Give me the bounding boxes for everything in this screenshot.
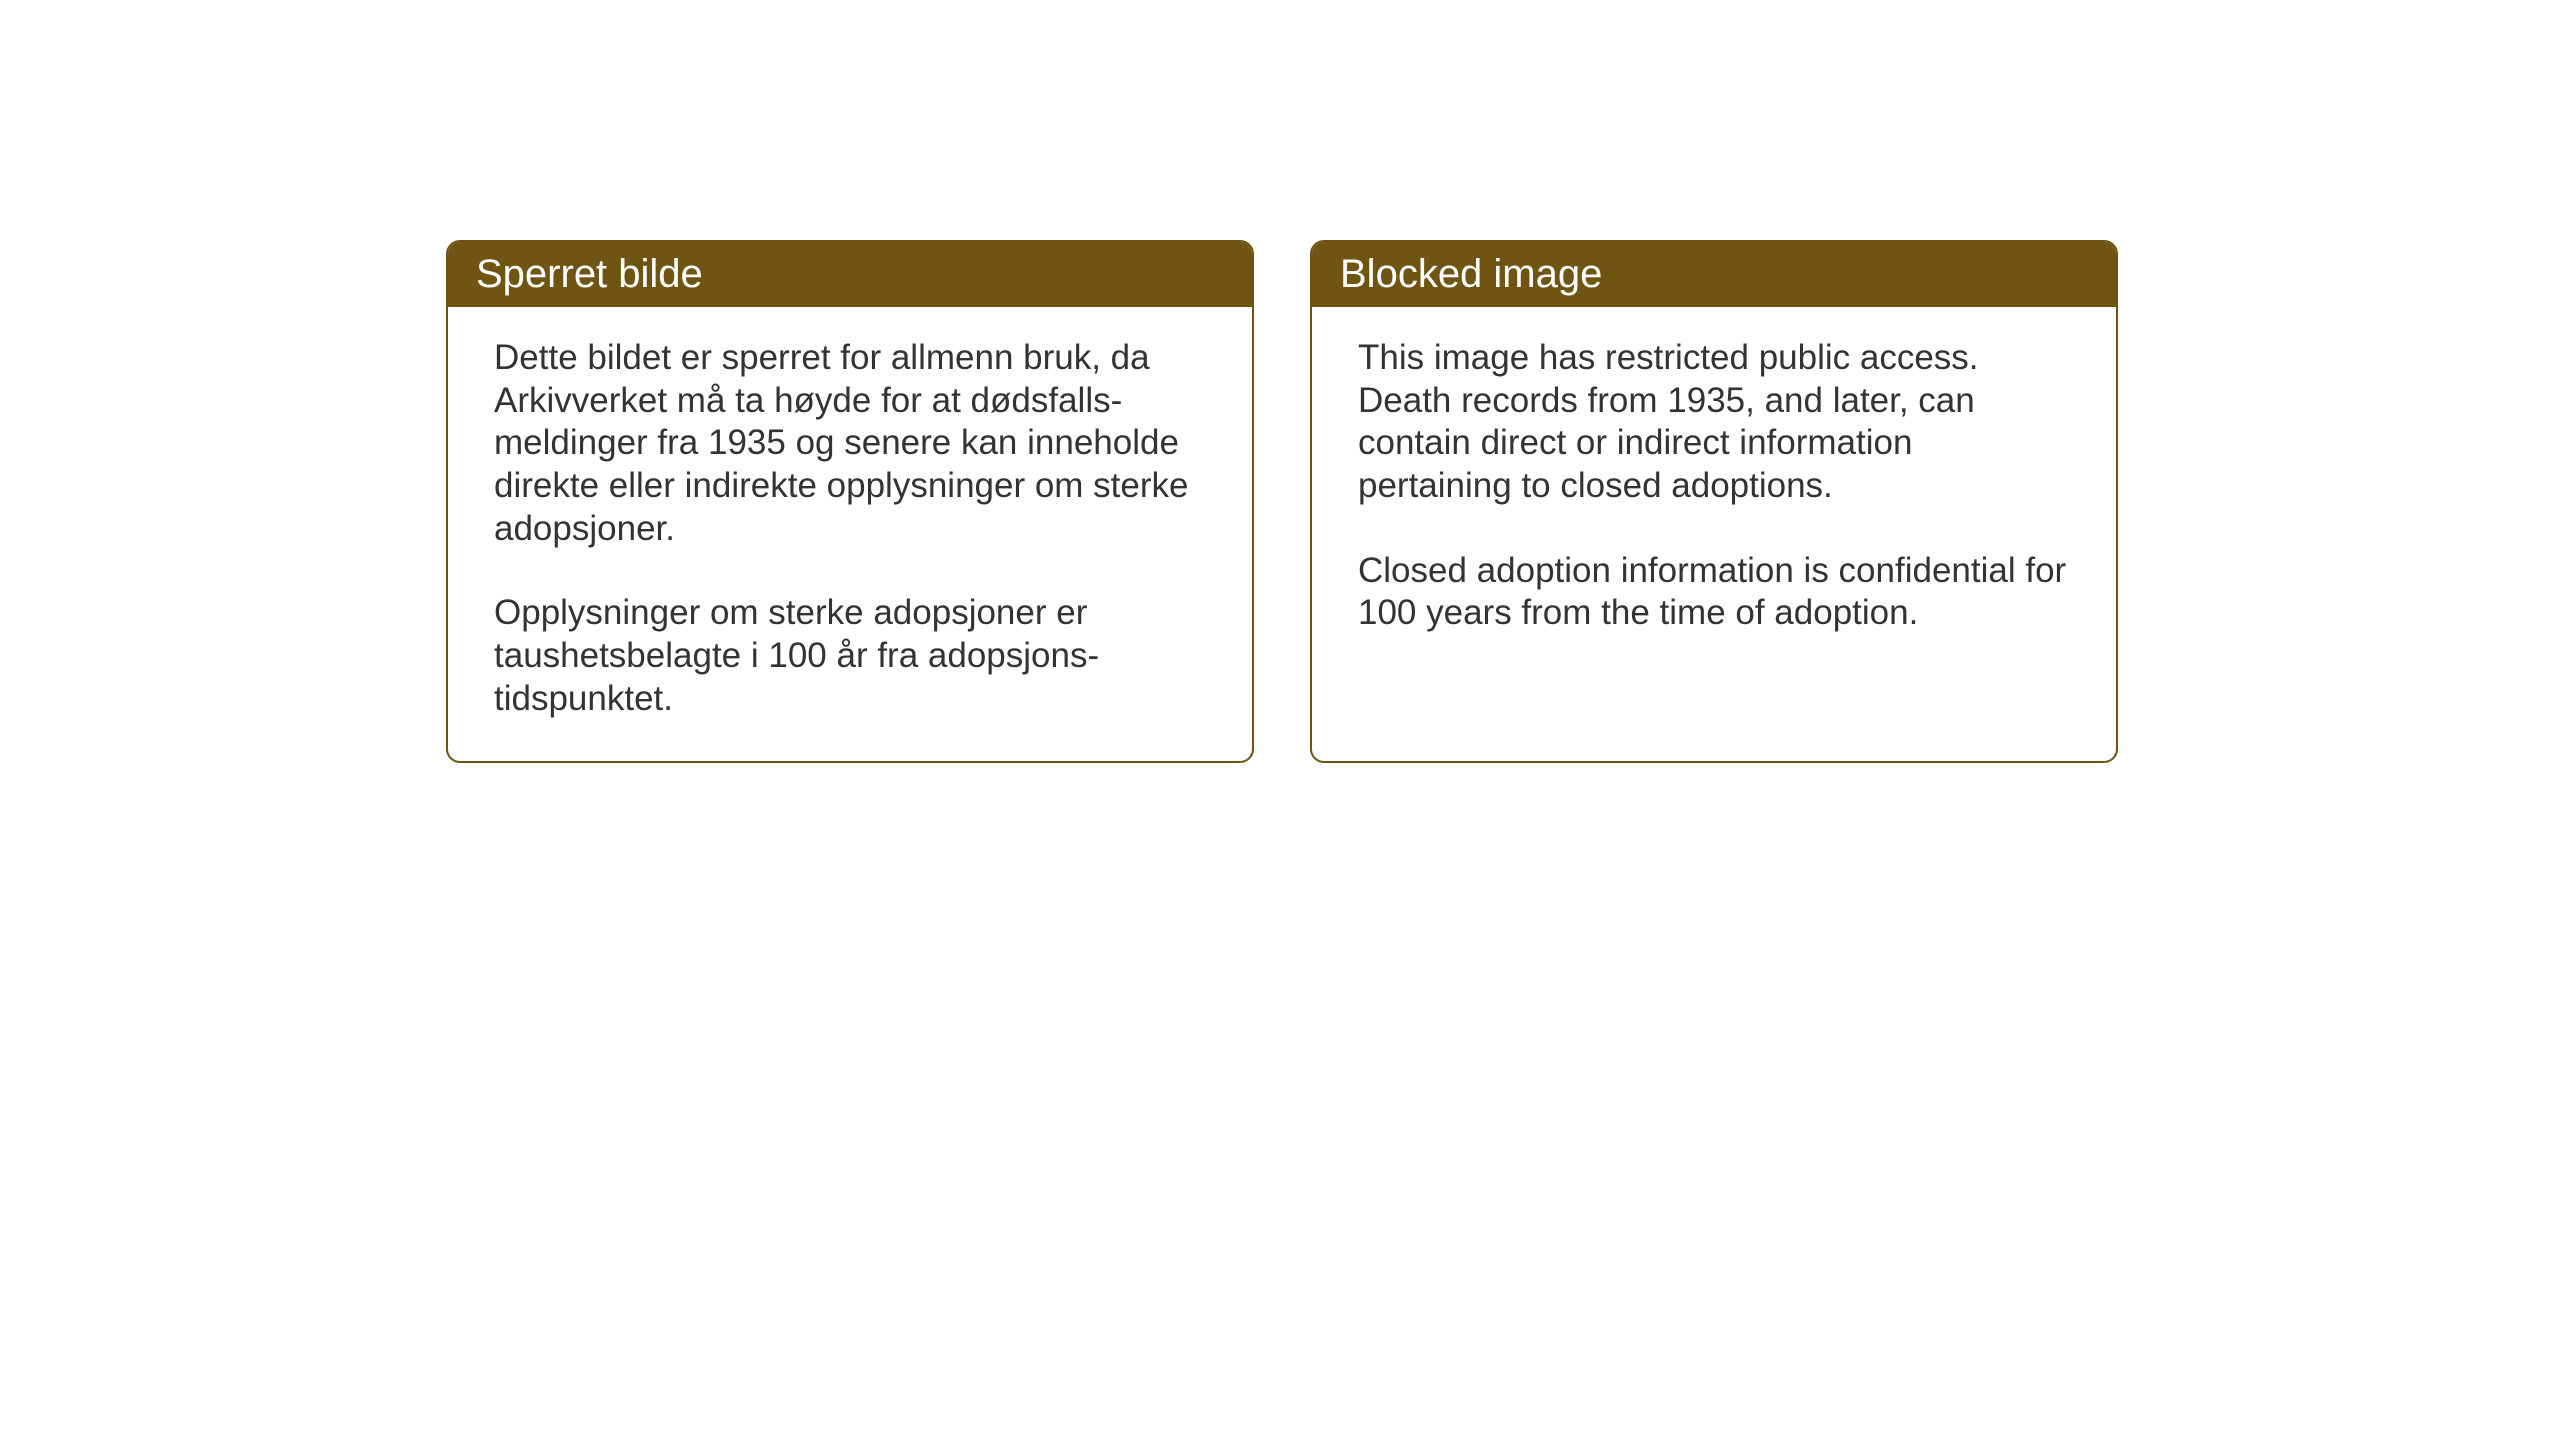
paragraph-1-english: This image has restricted public access.… (1358, 337, 2070, 508)
card-header-english: Blocked image (1312, 242, 2116, 307)
notice-card-english: Blocked image This image has restricted … (1310, 240, 2118, 763)
paragraph-2-english: Closed adoption information is confident… (1358, 550, 2070, 635)
notice-container: Sperret bilde Dette bildet er sperret fo… (446, 240, 2118, 763)
paragraph-1-norwegian: Dette bildet er sperret for allmenn bruk… (494, 337, 1206, 550)
card-body-english: This image has restricted public access.… (1312, 307, 2116, 675)
paragraph-2-norwegian: Opplysninger om sterke adopsjoner er tau… (494, 592, 1206, 720)
card-header-norwegian: Sperret bilde (448, 242, 1252, 307)
card-body-norwegian: Dette bildet er sperret for allmenn bruk… (448, 307, 1252, 761)
card-title-norwegian: Sperret bilde (476, 252, 703, 296)
notice-card-norwegian: Sperret bilde Dette bildet er sperret fo… (446, 240, 1254, 763)
card-title-english: Blocked image (1340, 252, 1602, 296)
